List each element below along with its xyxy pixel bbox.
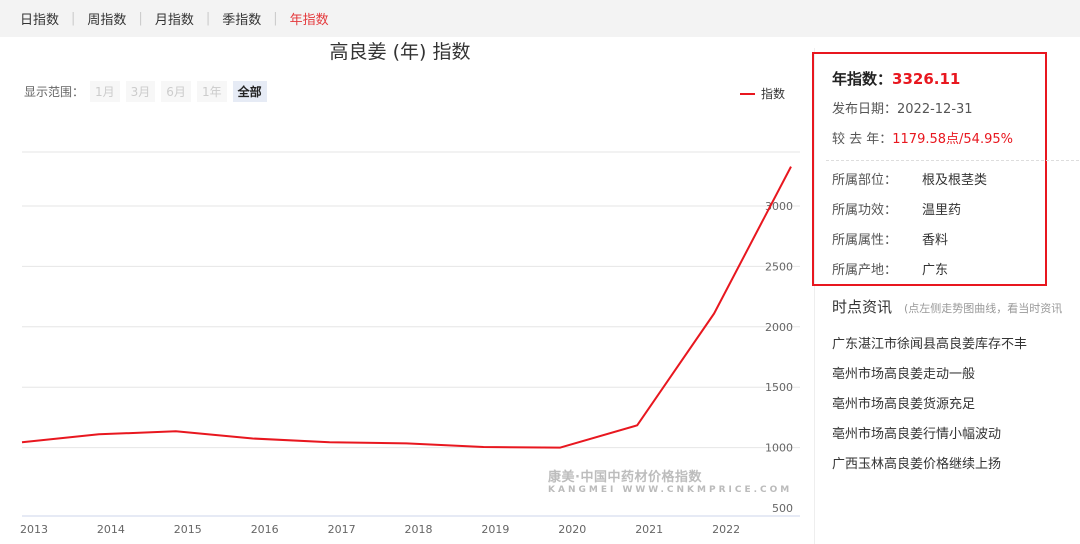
index-title-label: 年指数： [832,70,893,88]
tab-separator: | [71,11,76,26]
attr-efficacy: 所属功效： 温里药 [832,199,961,218]
news-heading: 时点资讯 (点左侧走势图曲线，看当时资讯 [832,296,1062,317]
period-tabs: 日指数 | 周指数 | 月指数 | 季指数 | 年指数 [0,0,1080,37]
news-item[interactable]: 亳州市场高良姜货源充足 [832,397,976,412]
y-tick-label: 2500 [765,260,793,273]
legend-label: 指数 [761,87,786,101]
range-label: 显示范围： [24,85,85,99]
attr-property: 所属属性： 香料 [832,229,948,248]
publish-date-value: 2022-12-31 [897,102,973,117]
attr-origin-value: 广东 [922,263,949,278]
tab-month[interactable]: 月指数 [154,13,194,28]
news-item[interactable]: 亳州市场高良姜走动一般 [832,367,976,382]
attr-property-value: 香料 [922,233,949,248]
news-item[interactable]: 广西玉林高良姜价格继续上扬 [832,457,1002,472]
index-value: 3326.11 [892,70,961,88]
yoy-change-value: 1179.58点/54.95% [892,132,1013,147]
range-all-button[interactable]: 全部 [232,81,267,102]
range-3m-button[interactable]: 3月 [125,81,156,102]
y-tick-label: 500 [772,502,793,515]
x-tick-label: 2021 [635,523,663,536]
attr-efficacy-value: 温里药 [922,203,962,218]
publish-date: 发布日期：2022-12-31 [832,98,973,117]
chart-title: 高良姜 (年) 指数 [329,41,471,63]
x-tick-label: 2019 [481,523,509,536]
range-1m-button[interactable]: 1月 [90,81,120,102]
watermark: 康美·中国中药材价格指数 KANGMEI WWW.CNKMPRICE.COM [548,466,792,495]
tab-quarter[interactable]: 季指数 [222,13,262,28]
tab-separator: | [273,11,278,26]
tab-separator: | [138,11,143,26]
x-tick-label: 2016 [251,523,279,536]
x-tick-label: 2013 [20,523,48,536]
panel-divider [814,48,815,544]
attr-property-key: 所属属性： [832,233,898,248]
attr-origin: 所属产地： 广东 [832,259,948,278]
news-heading-text: 时点资讯 [832,298,893,316]
tab-separator: | [205,11,211,26]
tab-week[interactable]: 周指数 [87,13,127,28]
publish-date-label: 发布日期： [832,102,898,117]
x-tick-label: 2014 [97,523,125,536]
watermark-url: KANGMEI WWW.CNKMPRICE.COM [548,485,793,495]
watermark-text: 康美·中国中药材价格指数 [548,470,702,485]
chart-legend[interactable]: 指数 [740,85,785,102]
tab-day[interactable]: 日指数 [20,13,60,28]
index-title: 年指数：3326.11 [832,68,960,89]
tab-year[interactable]: 年指数 [289,13,329,28]
legend-line-swatch [740,92,755,95]
y-tick-label: 1500 [765,381,793,394]
x-tick-label: 2020 [558,523,586,536]
index-info-panel: 年指数：3326.11 发布日期：2022-12-31 较 去 年：1179.5… [812,52,1080,286]
x-tick-label: 2017 [328,523,356,536]
news-hint: (点左侧走势图曲线，看当时资讯 [904,302,1063,315]
attr-part: 所属部位： 根及根茎类 [832,169,987,188]
y-tick-label: 2000 [765,321,793,334]
info-divider [826,160,1080,161]
news-item[interactable]: 亳州市场高良姜行情小幅波动 [832,427,1002,442]
attr-origin-key: 所属产地： [832,263,898,278]
x-tick-label: 2015 [174,523,202,536]
yoy-change-label: 较 去 年： [832,132,893,147]
x-tick-label: 2022 [712,523,740,536]
news-item[interactable]: 广东湛江市徐闻县高良姜库存不丰 [832,337,1028,352]
attr-efficacy-key: 所属功效： [832,203,898,218]
y-tick-label: 1000 [765,442,793,455]
range-6m-button[interactable]: 6月 [161,81,191,102]
x-tick-label: 2018 [405,523,433,536]
series-line-index[interactable] [21,166,792,449]
yoy-change: 较 去 年：1179.58点/54.95% [832,128,1013,147]
range-selector: 显示范围： 1月 3月 6月 1年 全部 [24,81,267,102]
attr-part-value: 根及根茎类 [922,173,988,188]
range-1y-button[interactable]: 1年 [196,81,227,102]
attr-part-key: 所属部位： [832,173,898,188]
